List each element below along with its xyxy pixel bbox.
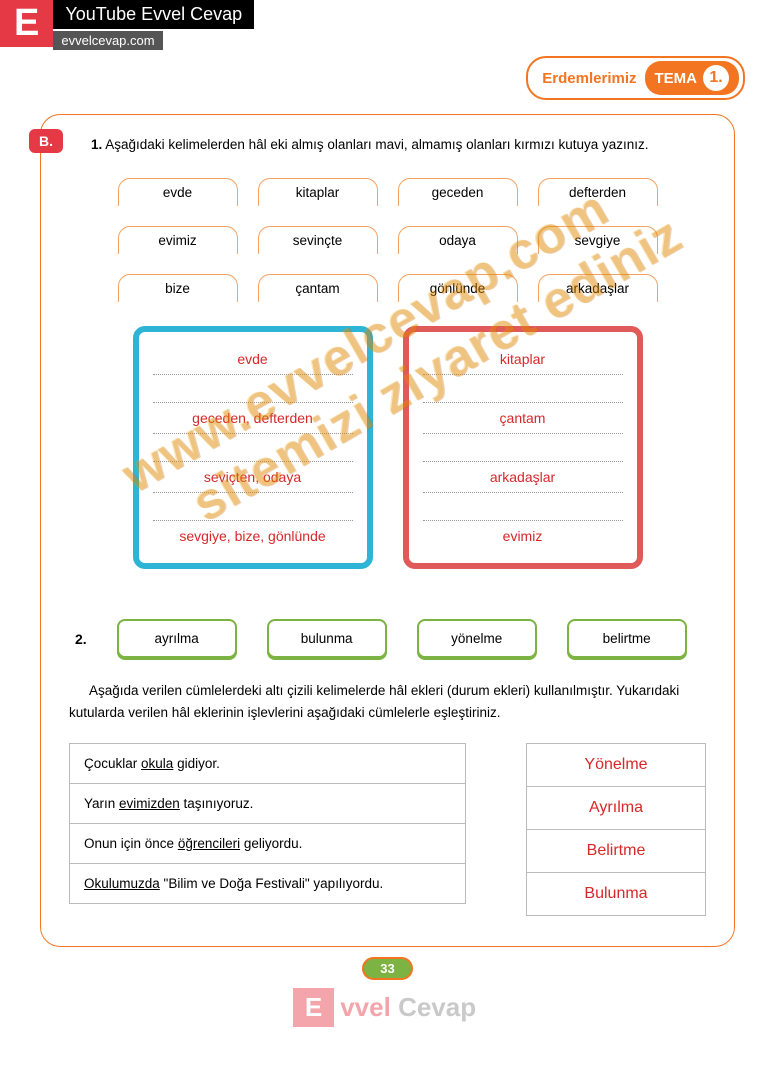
answer-line: seviçten, odaya (153, 462, 353, 493)
footer-logo: E vvel Cevap (0, 988, 775, 1027)
match-answers: YönelmeAyrılmaBelirtmeBulunma (526, 743, 706, 916)
site-url: evvelcevap.com (53, 31, 162, 50)
match-sentences: Çocuklar okula gidiyor.Yarın evimizden t… (69, 743, 466, 916)
word-tab: geceden (398, 178, 518, 206)
option-box: bulunma (267, 619, 387, 658)
q1-instruction: 1. Aşağıdaki kelimelerden hâl eki almış … (91, 137, 706, 152)
youtube-label: YouTube Evvel Cevap (53, 0, 254, 29)
match-sentence: Çocuklar okula gidiyor. (69, 743, 466, 784)
answer-line: kitaplar (423, 344, 623, 375)
tema-number: 1. (703, 65, 729, 91)
q2-instruction: Aşağıda verilen cümlelerdeki altı çizili… (69, 680, 706, 723)
word-tab: defterden (538, 178, 658, 206)
word-tab: evimiz (118, 226, 238, 254)
answer-line (153, 493, 353, 521)
answer-line (153, 375, 353, 403)
answer-line: sevgiye, bize, gönlünde (153, 521, 353, 551)
word-tab: sevgiye (538, 226, 658, 254)
word-tab: kitaplar (258, 178, 378, 206)
option-box: ayrılma (117, 619, 237, 658)
answer-line: arkadaşlar (423, 462, 623, 493)
site-badge: E (0, 0, 53, 47)
tema-label: Erdemlerimiz (542, 70, 636, 87)
word-tab: evde (118, 178, 238, 206)
tema-tag: TEMA 1. (645, 61, 740, 95)
option-box: belirtme (567, 619, 687, 658)
word-tab: çantam (258, 274, 378, 302)
match-answer: Belirtme (526, 830, 706, 873)
q2-number: 2. (75, 631, 87, 647)
page-number-wrap: 33 (0, 957, 775, 980)
page-content: B. 1. Aşağıdaki kelimelerden hâl eki alm… (40, 114, 735, 947)
q2-options-row: 2. ayrılma bulunma yönelme belirtme (69, 619, 706, 658)
option-box: yönelme (417, 619, 537, 658)
answer-line (153, 434, 353, 462)
top-bar: E YouTube Evvel Cevap evvelcevap.com (0, 0, 775, 50)
match-answer: Yönelme (526, 743, 706, 787)
word-tab: bize (118, 274, 238, 302)
red-box: kitaplar çantam arkadaşlar evimiz (403, 326, 643, 569)
match-answer: Bulunma (526, 873, 706, 916)
blue-box: evde geceden, defterden seviçten, odaya sev… (133, 326, 373, 569)
word-tab: gönlünde (398, 274, 518, 302)
answer-line (423, 375, 623, 403)
tema-pill: Erdemlerimiz TEMA 1. (526, 56, 745, 100)
answer-line: evimiz (423, 521, 623, 551)
match-sentence: Okulumuzda "Bilim ve Doğa Festivali" yap… (69, 864, 466, 904)
answer-line: geceden, defterden (153, 403, 353, 434)
answer-boxes: evde geceden, defterden seviçten, odaya sev… (69, 326, 706, 569)
answer-line: evde (153, 344, 353, 375)
word-grid: evde kitaplar geceden defterden evimiz sevinç… (69, 178, 706, 302)
word-tab: odaya (398, 226, 518, 254)
match-area: Çocuklar okula gidiyor.Yarın evimizden t… (69, 743, 706, 916)
answer-line (423, 434, 623, 462)
match-sentence: Yarın evimizden taşınıyoruz. (69, 784, 466, 824)
word-tab: sevinçte (258, 226, 378, 254)
section-badge: B. (29, 129, 63, 153)
answer-line: çantam (423, 403, 623, 434)
tema-bar: Erdemlerimiz TEMA 1. (0, 50, 775, 100)
answer-line (423, 493, 623, 521)
match-sentence: Onun için önce öğrencileri geliyordu. (69, 824, 466, 864)
word-tab: arkadaşlar (538, 274, 658, 302)
match-answer: Ayrılma (526, 787, 706, 830)
page-number: 33 (362, 957, 412, 980)
